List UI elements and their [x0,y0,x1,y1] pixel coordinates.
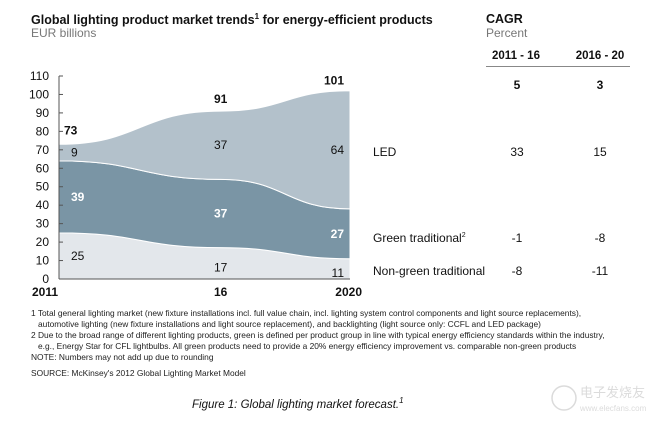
series-label-nongreen: Non-green traditional [373,264,486,278]
segment-value-label: 11 [332,266,345,280]
cagr-period-2: 2016 - 20 [575,50,625,62]
cagr-green-1: -1 [511,231,523,245]
cagr-green-2: -8 [594,231,606,245]
cagr-period-1: 2011 - 16 [492,50,540,62]
cagr-unit: Percent [486,26,528,40]
cagr-total-2: 3 [596,78,604,92]
total-label: 101 [324,74,344,88]
segment-value-label: 25 [71,249,85,263]
series-label-green: Green traditional2 [373,231,466,245]
watermark-logo: 电子发烧友 www.elecfans.com [551,385,647,413]
segment-value-label: 39 [71,190,85,204]
y-tick-label: 50 [36,180,50,194]
cagr-nongreen-1: -8 [511,264,523,278]
area-led [58,90,351,210]
segment-value-label: 9 [71,146,78,160]
x-tick-label: 16 [214,285,228,299]
segment-value-label: 37 [214,138,228,152]
segment-value-label: 17 [214,260,228,274]
cagr-nongreen-2: -11 [591,264,609,278]
chart-title: Global lighting product market trends1 f… [31,12,433,28]
cagr-divider [486,66,630,67]
y-unit-label: EUR billions [31,26,97,40]
y-tick-label: 20 [36,235,50,249]
y-tick-label: 80 [36,124,50,138]
y-tick-label: 10 [36,254,50,268]
svg-text:电子发烧友: 电子发烧友 [580,385,645,400]
footnote-2-cont: e.g., Energy Star for CFL lightbulbs. Al… [38,341,577,351]
y-tick-label: 0 [42,272,49,286]
y-tick-label: 40 [36,198,50,212]
series-label-led: LED [373,145,397,159]
footnote-1-cont: automotive lighting (new fixture install… [38,319,541,329]
y-tick-label: 90 [36,106,50,120]
total-label: 73 [64,123,78,137]
y-tick-label: 110 [30,69,49,83]
segment-value-label: 27 [331,227,345,241]
source: SOURCE: McKinsey's 2012 Global Lighting … [31,368,246,378]
figure-caption: Figure 1: Global lighting market forecas… [192,396,404,411]
footnotes: 1 Total general lighting market (new fix… [31,308,605,379]
y-tick-label: 70 [36,143,50,157]
x-tick-label: 2020 [335,285,362,299]
note: NOTE: Numbers may not add up due to roun… [31,352,214,362]
y-tick-label: 60 [36,161,50,175]
cagr-led-2: 15 [593,145,607,159]
y-tick-label: 100 [29,87,49,101]
segment-value-label: 37 [214,206,228,220]
x-tick-label: 2011 [32,285,58,299]
cagr-title: CAGR [486,12,523,26]
footnote-2: 2 Due to the broad range of different li… [31,330,605,340]
svg-text:www.elecfans.com: www.elecfans.com [579,404,647,413]
footnote-1: 1 Total general lighting market (new fix… [31,308,582,318]
y-tick-label: 30 [36,217,50,231]
cagr-total-1: 5 [513,78,521,92]
total-label: 91 [214,92,228,106]
cagr-led-1: 33 [510,145,524,159]
segment-value-label: 64 [331,143,345,157]
